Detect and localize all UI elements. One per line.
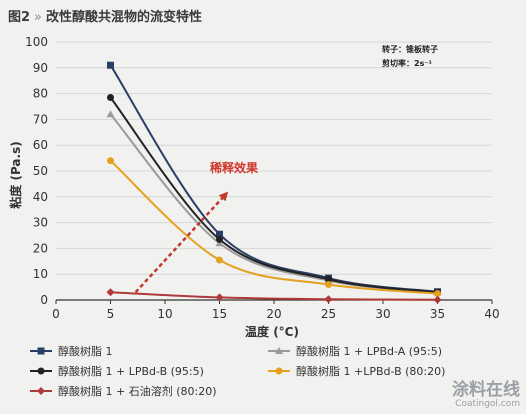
legend-label-0: 醇酸树脂 1 — [58, 345, 113, 358]
legend-marker-1 — [275, 347, 283, 354]
figure-title: 图2» 改性醇酸共混物的流变特性 — [8, 6, 202, 25]
series-3 — [107, 157, 441, 298]
series-line-2 — [109, 96, 438, 294]
figure-label: 图2 — [8, 10, 31, 25]
series-group — [106, 61, 442, 304]
legend-marker-4 — [37, 387, 45, 395]
legend-marker-0 — [37, 347, 45, 355]
legend-swatch-0 — [30, 347, 52, 355]
series-1-point-0 — [106, 110, 115, 118]
y-tick-30: 30 — [33, 216, 48, 230]
y-tick-100: 100 — [25, 35, 48, 49]
series-4-point-1 — [215, 293, 224, 302]
legend-swatch-3 — [268, 367, 290, 375]
legend-swatch-4 — [30, 387, 52, 395]
legend-swatch-2 — [30, 367, 52, 375]
legend-label-1: 醇酸树脂 1 + LPBd-A (95:5) — [296, 345, 443, 358]
legend: 醇酸树脂 1 醇酸树脂 1 + LPBd-A (95:5) 醇酸树脂 1 + LPB… — [30, 342, 500, 400]
y-tick-70: 70 — [33, 112, 48, 126]
legend-label-3: 醇酸树脂 1 +LPBd-B (80:20) — [296, 365, 446, 378]
title-separator: » — [34, 10, 43, 25]
series-0 — [107, 61, 441, 296]
x-axis-label: 温度 (°C) — [245, 324, 299, 339]
series-2-point-1 — [216, 235, 223, 243]
y-tick-labels: 0 10 20 30 40 50 60 70 80 90 100 — [25, 35, 48, 307]
y-tick-0: 0 — [40, 293, 48, 307]
legend-label-2: 醇酸树脂 1 + LPBd-B (95:5) — [58, 365, 204, 378]
series-4-point-2 — [324, 295, 333, 304]
y-tick-50: 50 — [33, 164, 48, 178]
watermark-sub: Coatingol.com — [455, 399, 520, 410]
dilution-arrow — [134, 197, 224, 294]
series-3-point-1 — [216, 256, 223, 264]
legend-swatch-1 — [268, 347, 290, 354]
series-line-4 — [110, 291, 438, 301]
watermark-main: 涂料在线 — [452, 380, 520, 401]
series-line-3 — [109, 159, 438, 295]
y-tick-80: 80 — [33, 87, 48, 101]
x-tick-0: 0 — [52, 307, 60, 321]
y-tick-20: 20 — [33, 241, 48, 255]
y-tick-60: 60 — [33, 138, 48, 152]
x-tick-labels: 0 5 10 15 20 25 30 35 40 — [52, 307, 499, 321]
series-2-point-2 — [325, 275, 332, 283]
figure-title-text: 改性醇酸共混物的流变特性 — [46, 10, 203, 25]
spindle-note: 转子：锥板转子 — [382, 44, 438, 54]
y-tick-90: 90 — [33, 61, 48, 75]
legend-item-2: 醇酸树脂 1 + LPBd-B (95:5) — [30, 362, 268, 380]
dilution-label: 稀释效果 — [210, 160, 258, 175]
legend-marker-3 — [275, 367, 283, 375]
x-tick-20: 20 — [266, 307, 281, 321]
x-tick-5: 5 — [107, 307, 115, 321]
legend-item-3: 醇酸树脂 1 +LPBd-B (80:20) — [268, 362, 500, 380]
legend-item-4: 醇酸树脂 1 + 石油溶剂 (80:20) — [30, 382, 268, 400]
legend-item-0: 醇酸树脂 1 — [30, 342, 268, 360]
legend-marker-2 — [37, 367, 45, 375]
dilution-arrowhead — [218, 191, 229, 202]
x-tick-35: 35 — [430, 307, 445, 321]
x-tick-25: 25 — [321, 307, 336, 321]
x-tick-10: 10 — [157, 307, 172, 321]
series-0-point-0 — [107, 61, 114, 69]
grid-lines — [56, 41, 492, 275]
series-0-point-1 — [216, 230, 223, 238]
legend-label-4: 醇酸树脂 1 + 石油溶剂 (80:20) — [58, 385, 217, 398]
series-3-point-2 — [325, 281, 332, 289]
series-3-point-3 — [434, 290, 441, 298]
series-3-point-0 — [107, 157, 114, 165]
series-4 — [106, 288, 442, 304]
x-tick-40: 40 — [484, 307, 499, 321]
x-tick-15: 15 — [212, 307, 227, 321]
series-4-point-0 — [106, 288, 115, 297]
legend-item-1: 醇酸树脂 1 + LPBd-A (95:5) — [268, 342, 500, 360]
y-tick-10: 10 — [33, 267, 48, 281]
series-4-point-3 — [433, 295, 442, 304]
series-2-point-0 — [107, 93, 114, 101]
x-tick-30: 30 — [375, 307, 390, 321]
shear-rate-note: 剪切率：2s⁻¹ — [382, 58, 433, 68]
watermark: 涂料在线 Coatingol.com — [452, 381, 520, 410]
y-tick-40: 40 — [33, 190, 48, 204]
y-axis-label: 粘度 (Pa.s) — [8, 141, 23, 208]
